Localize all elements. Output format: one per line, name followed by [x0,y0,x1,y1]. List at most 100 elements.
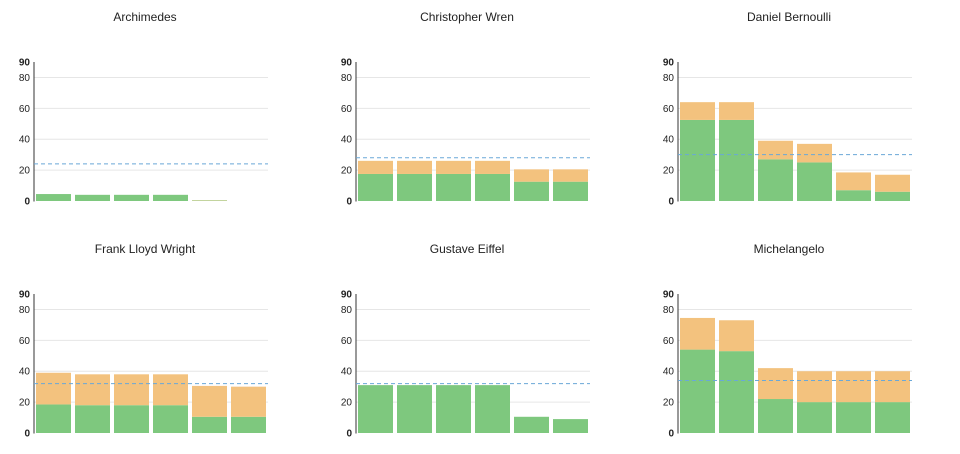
bar-segment [192,385,227,417]
y-tick-label: 40 [19,367,31,378]
y-tick-label: 80 [19,305,31,316]
bar-segment [153,405,188,433]
chart-plot: 0 20 40 60 80 90 [19,290,268,440]
bar-segment [836,371,871,403]
bar-segment [75,374,110,406]
y-tick-label: 60 [663,104,675,115]
bar-segment [797,143,832,163]
bar-segment [475,385,510,433]
bar-segment [231,416,266,433]
y-tick-label: 0 [24,197,30,208]
bar-segment [758,368,793,400]
y-tick-label: 0 [346,197,352,208]
y-tick-label: 60 [19,104,31,115]
y-tick-label: 20 [341,166,353,177]
bar-segment [875,371,910,403]
bar-segment [680,119,715,201]
bar-segment [514,181,549,201]
chart-title: Gustave Eiffel [429,242,505,256]
chart-title: Daniel Bernoulli [746,10,832,24]
bar-segment [758,159,793,201]
chart-plot: 0 20 40 60 80 90 [663,290,912,440]
bar-segment [797,162,832,201]
y-tick-label: 60 [663,336,675,347]
bar-segment [114,374,149,406]
chart-panel: Gustave Eiffel 0 20 40 60 80 90 [322,232,612,447]
chart-title: Frank Lloyd Wright [94,242,196,256]
chart-panel: Archimedes 0 20 40 60 80 90 [0,0,290,215]
bar-segment [797,402,832,433]
bar-segment [758,399,793,433]
y-tick-label: 0 [668,197,674,208]
y-tick-label: 90 [341,290,353,301]
y-tick-label: 90 [19,58,31,69]
bar-segment [114,194,149,201]
bar-segment [36,404,71,433]
y-tick-label: 60 [19,336,31,347]
bar-segment [553,181,588,201]
bar-segment [153,194,188,201]
y-tick-label: 80 [341,305,353,316]
bar-segment [75,194,110,201]
bar-segment [836,172,871,191]
y-tick-label: 90 [341,58,353,69]
chart-title: Archimedes [113,10,177,24]
y-tick-label: 60 [341,104,353,115]
bar-segment [875,191,910,201]
bar-segment [36,372,71,405]
y-tick-label: 90 [663,58,675,69]
bar-segment [436,173,471,201]
bar-segment [553,419,588,433]
y-tick-label: 20 [341,398,353,409]
y-tick-label: 40 [663,367,675,378]
y-tick-label: 40 [341,367,353,378]
bar-segment [875,174,910,192]
bar-segment [358,385,393,433]
y-tick-label: 20 [663,398,675,409]
bar-segment [192,416,227,433]
bar-segment [514,416,549,433]
bar-segment [436,385,471,433]
y-tick-label: 80 [19,73,31,84]
bar-segment [514,169,549,182]
chart-panel: Frank Lloyd Wright 0 20 40 60 80 90 [0,232,290,447]
bar-segment [75,405,110,433]
bar-segment [231,386,266,417]
y-tick-label: 0 [346,429,352,440]
bar-segment [719,351,754,433]
bar-segment [397,385,432,433]
bar-segment [836,402,871,433]
y-tick-label: 60 [341,336,353,347]
bar-segment [397,160,432,174]
bar-segment [875,402,910,433]
chart-plot: 0 20 40 60 80 90 [341,58,590,208]
bar-segment [436,160,471,174]
bar-segment [680,102,715,120]
bar-segment [358,160,393,174]
bar-segment [475,160,510,174]
chart-panel: Daniel Bernoulli 0 20 40 60 80 90 [644,0,934,215]
bar-segment [358,173,393,201]
y-tick-label: 0 [668,429,674,440]
bar-segment [836,190,871,201]
chart-panel: Michelangelo 0 20 40 60 80 90 [644,232,934,447]
y-tick-label: 20 [19,166,31,177]
bar-segment [36,194,71,201]
chart-title: Michelangelo [753,242,825,256]
bar-segment [553,169,588,182]
y-tick-label: 40 [19,135,31,146]
y-tick-label: 40 [341,135,353,146]
chart-plot: 0 20 40 60 80 90 [663,58,912,208]
y-tick-label: 40 [663,135,675,146]
bar-segment [719,320,754,352]
chart-plot: 0 20 40 60 80 90 [19,58,268,208]
chart-panel: Christopher Wren 0 20 40 60 80 90 [322,0,612,215]
bar-segment [114,405,149,433]
bar-segment [758,140,793,160]
y-tick-label: 80 [663,73,675,84]
y-tick-label: 0 [24,429,30,440]
bar-segment [797,371,832,403]
y-tick-label: 20 [19,398,31,409]
y-tick-label: 80 [341,73,353,84]
bar-segment [397,173,432,201]
